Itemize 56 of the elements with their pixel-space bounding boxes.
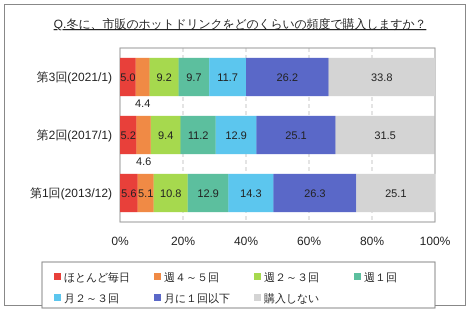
data-label: 25.1: [285, 130, 307, 142]
data-label: 26.3: [304, 188, 326, 200]
data-label: 5.0: [120, 72, 136, 84]
data-label: 5.6: [121, 188, 136, 200]
x-tick-label: 40%: [234, 234, 258, 248]
legend-label: ほとんど毎日: [64, 272, 130, 284]
bar: [256, 116, 336, 154]
x-tick-label: 0%: [111, 234, 129, 248]
data-label: 10.8: [160, 188, 182, 200]
data-label: 9.2: [156, 72, 172, 84]
x-tick-label: 60%: [296, 234, 322, 248]
data-label: 9.4: [158, 130, 174, 142]
data-label: 25.1: [385, 188, 406, 200]
bar: [136, 58, 150, 96]
bar: [136, 116, 151, 154]
legend-label: 月２～３回: [64, 293, 119, 305]
bar: [150, 58, 179, 96]
data-label: 4.4: [135, 98, 150, 110]
x-tick-label: 20%: [170, 234, 196, 248]
legend-label: 月に１回以下: [164, 292, 230, 305]
data-label: 31.5: [374, 130, 396, 142]
data-label: 11.7: [217, 72, 238, 84]
data-label: 5.1: [138, 188, 154, 200]
data-label: 11.2: [188, 130, 208, 142]
bar: [138, 174, 154, 212]
data-label: 5.2: [120, 130, 136, 142]
legend-label: 購入しない: [264, 292, 319, 305]
data-label: 4.6: [136, 156, 152, 168]
legend-label: 週４～５回: [164, 272, 219, 284]
data-label: 9.7: [186, 72, 202, 84]
y-tick-label: 第3回(2021/1): [36, 70, 112, 84]
bar: [120, 174, 138, 212]
bar: [209, 58, 246, 96]
bar: [188, 174, 228, 212]
bar: [178, 58, 210, 96]
bar: [246, 58, 329, 96]
bar: [150, 116, 180, 154]
x-tick-label: 100%: [420, 234, 451, 248]
y-tick-label: 第2回(2017/1): [36, 128, 112, 142]
legend-label: 週１回: [364, 272, 397, 284]
data-label: 14.3: [240, 188, 262, 200]
bar: [273, 174, 356, 212]
data-label: 12.9: [197, 188, 219, 200]
data-label: 33.8: [371, 72, 392, 84]
bar: [154, 174, 188, 212]
bar: [120, 58, 136, 96]
bar: [120, 116, 136, 154]
bar: [216, 116, 256, 154]
bar: [180, 116, 216, 154]
data-label: 12.9: [225, 130, 247, 142]
legend-label: 週２～３回: [264, 272, 319, 284]
y-tick-label: 第1回(2013/12): [30, 186, 112, 200]
bar: [228, 174, 274, 212]
data-label: 26.2: [276, 72, 298, 84]
x-tick-label: 80%: [360, 234, 384, 248]
title: Q.冬に、市販のホットドリンクをどのくらいの頻度で購入しますか？: [54, 17, 426, 31]
